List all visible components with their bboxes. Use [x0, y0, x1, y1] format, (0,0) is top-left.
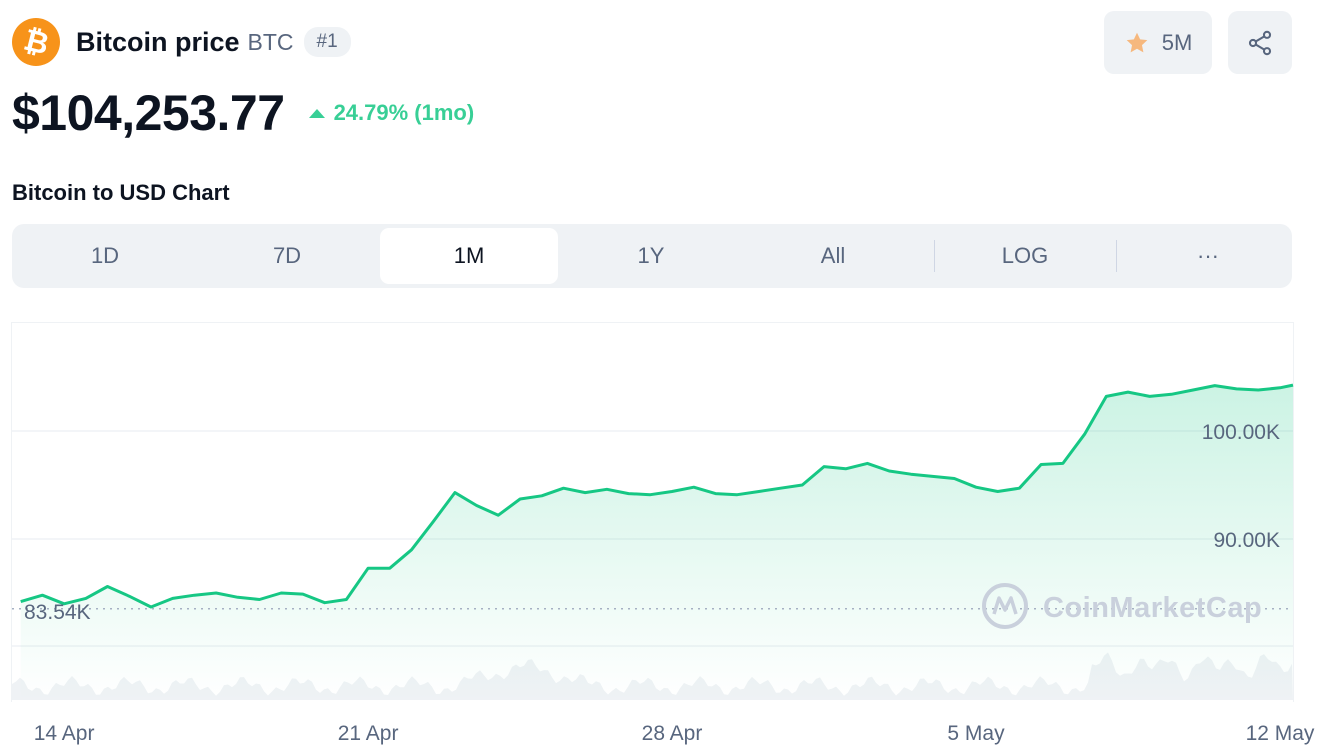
up-triangle-icon	[308, 108, 325, 118]
bitcoin-logo-icon: ₿	[12, 18, 60, 66]
tab-divider	[934, 240, 935, 272]
tab-7d[interactable]: 7D	[272, 243, 302, 268]
y-tick-label: 90.00K	[1213, 529, 1280, 552]
tab-1y[interactable]: 1Y	[637, 243, 665, 268]
watermark: CoinMarketCap	[982, 583, 1262, 629]
more-options-button[interactable]: ···	[1197, 243, 1219, 268]
tab-all[interactable]: All	[820, 243, 846, 268]
watermark-text: CoinMarketCap	[1043, 592, 1262, 624]
timeframe-tabs: 1D 7D 1M 1Y All LOG ···	[12, 224, 1292, 288]
watchlist-button[interactable]: 5M	[1104, 11, 1212, 74]
star-icon	[1126, 32, 1148, 52]
tab-divider	[1116, 240, 1117, 272]
x-tick-label: 28 Apr	[642, 722, 703, 745]
share-icon	[1248, 30, 1272, 55]
x-tick-label: 14 Apr	[34, 722, 95, 745]
tab-1d[interactable]: 1D	[90, 243, 120, 268]
watchlist-count: 5M	[1161, 29, 1193, 55]
tab-log[interactable]: LOG	[1001, 243, 1049, 268]
x-tick-label: 12 May	[1246, 722, 1315, 745]
share-button[interactable]	[1228, 11, 1292, 74]
x-tick-label: 5 May	[947, 722, 1005, 745]
tab-1m[interactable]: 1M	[380, 228, 558, 284]
price-row: $104,253.77 24.79% (1mo)	[12, 84, 474, 142]
chart-title: Bitcoin to USD Chart	[12, 180, 230, 205]
price-change-value: 24.79% (1mo)	[333, 100, 475, 125]
y-tick-label: 100.00K	[1202, 421, 1280, 444]
coin-name: Bitcoin price	[76, 26, 240, 57]
rank-badge: #1	[303, 27, 351, 57]
x-tick-label: 21 Apr	[338, 722, 399, 745]
coin-header: ₿ Bitcoin price BTC #1	[12, 17, 351, 67]
price-change: 24.79% (1mo)	[308, 100, 475, 126]
price-chart-area[interactable]	[11, 322, 1294, 702]
current-price: $104,253.77	[12, 85, 285, 141]
reference-label: 83.54K	[24, 601, 91, 624]
coin-symbol: BTC	[247, 28, 294, 55]
price-area-fill	[20, 385, 1294, 700]
price-line	[20, 383, 1294, 609]
